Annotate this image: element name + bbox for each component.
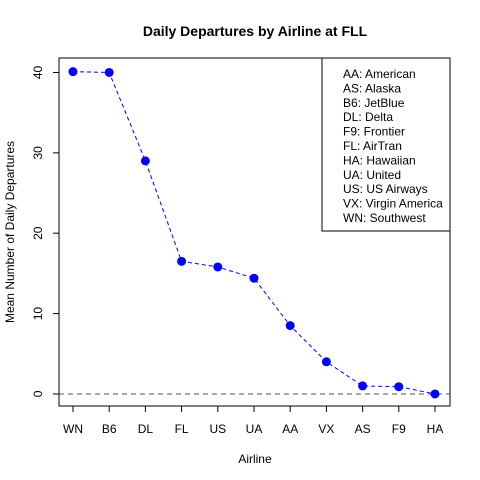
x-tick-label: VX — [318, 422, 334, 436]
legend-entry: AS: Alaska — [343, 81, 401, 95]
y-tick-label: 10 — [31, 307, 45, 321]
y-tick-label: 20 — [31, 226, 45, 240]
x-tick-label: B6 — [102, 422, 117, 436]
y-tick-label: 40 — [31, 65, 45, 79]
x-tick-label: AA — [282, 422, 298, 436]
legend-entry: WN: Southwest — [343, 211, 426, 225]
chart-title: Daily Departures by Airline at FLL — [143, 23, 368, 39]
legend-entry: VX: Virgin America — [343, 197, 443, 211]
x-tick-label: AS — [355, 422, 371, 436]
legend-entry: FL: AirTran — [343, 139, 402, 153]
data-point — [213, 262, 223, 272]
series-line — [72, 71, 436, 395]
y-axis-label: Mean Number of Daily Departures — [3, 141, 17, 323]
legend-entry: UA: United — [343, 168, 401, 182]
legend-entry: AA: American — [343, 67, 416, 81]
data-point — [140, 156, 150, 166]
x-tick-label: HA — [427, 422, 444, 436]
data-point — [68, 67, 78, 77]
x-tick-label: US — [209, 422, 226, 436]
data-point — [177, 256, 187, 266]
legend-entry: F9: Frontier — [343, 125, 405, 139]
x-tick-label: FL — [175, 422, 189, 436]
legend-box — [321, 57, 451, 232]
y-tick-label: 30 — [31, 146, 45, 160]
data-point — [249, 273, 259, 283]
data-point — [321, 357, 331, 367]
x-tick-label: DL — [138, 422, 154, 436]
data-point — [394, 382, 404, 392]
data-point — [104, 67, 114, 77]
data-point — [285, 321, 295, 331]
x-tick-label: WN — [63, 422, 83, 436]
plot-area: 0 10 20 30 40 WN B6 DL FL US UA AA VX AS F9 HA AA: Ameri… — [31, 57, 451, 436]
legend-entry: HA: Hawaiian — [343, 153, 416, 167]
x-axis-label: Airline — [238, 452, 272, 466]
legend-entry: DL: Delta — [343, 110, 393, 124]
legend-entry: B6: JetBlue — [343, 96, 405, 110]
x-tick-label: F9 — [392, 422, 406, 436]
legend-entry: US: US Airways — [343, 182, 428, 196]
data-point — [358, 381, 368, 391]
data-point — [430, 389, 440, 399]
y-tick-label: 0 — [31, 390, 45, 397]
x-tick-label: UA — [246, 422, 263, 436]
